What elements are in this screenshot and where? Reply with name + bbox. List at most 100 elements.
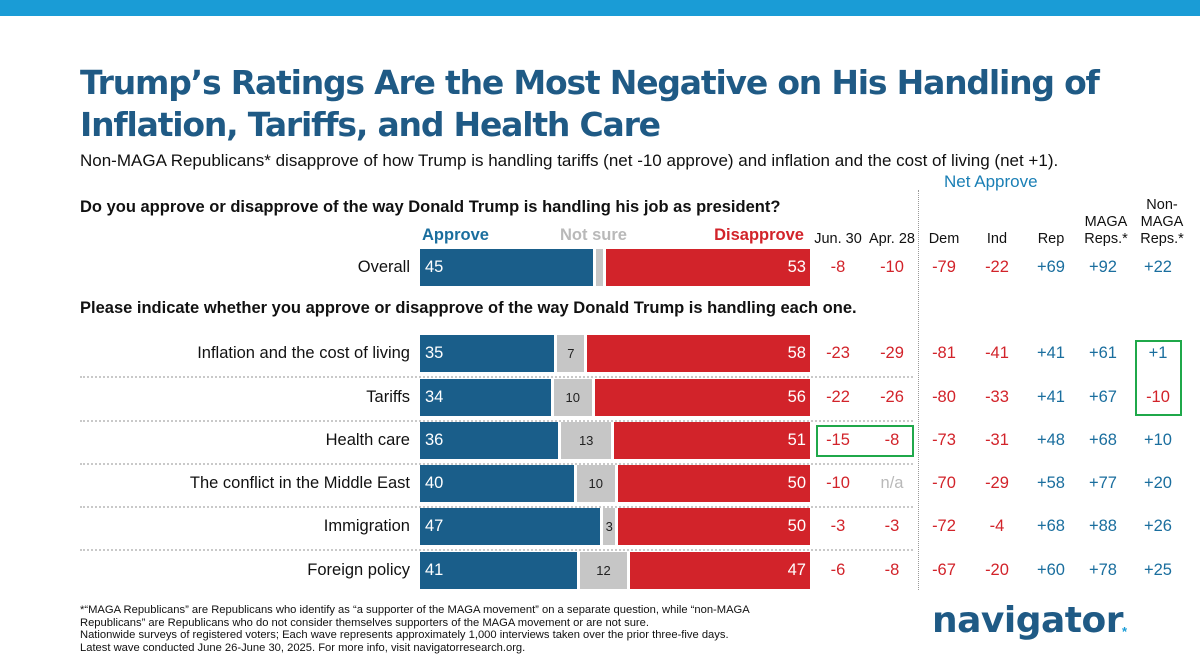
bar-disapprove-health-care: 51 — [614, 422, 810, 459]
footnote-line: *“MAGA Republicans” are Republicans who … — [80, 604, 750, 616]
footnote-line: Republicans” are Republicans who do not … — [80, 616, 649, 629]
net-value-ind-the-conflict-in-the-middle-east: -29 — [985, 474, 1009, 492]
net-value-dem-foreign-policy: -67 — [932, 561, 956, 579]
bar-not-sure-immigration: 3 — [603, 508, 615, 545]
row-label-overall: Overall — [357, 258, 410, 276]
net-value-apr28-the-conflict-in-the-middle-east: n/a — [880, 474, 904, 492]
col-header-ind: Ind — [986, 231, 1008, 247]
row-separator — [80, 506, 913, 508]
net-value-nonmaga-health-care: +10 — [1144, 431, 1172, 449]
net-value-rep-immigration: +68 — [1037, 517, 1065, 535]
row-label-foreign-policy: Foreign policy — [307, 561, 410, 579]
net-value-dem-inflation-and-the-cost-of-living: -81 — [932, 344, 956, 362]
net-value-jun30-overall: -8 — [830, 258, 846, 276]
bar-approve-inflation-and-the-cost-of-living: 35 — [420, 335, 555, 372]
question-overall: Do you approve or disapprove of the way … — [80, 198, 781, 216]
net-value-dem-immigration: -72 — [932, 517, 956, 535]
net-value-rep-tariffs: +41 — [1037, 388, 1065, 406]
page-title: Trump’s Ratings Are the Most Negative on… — [80, 63, 1100, 144]
header-accent-bar — [0, 0, 1200, 16]
col-header-jun30: Jun. 30 — [814, 231, 862, 247]
net-value-nonmaga-inflation-and-the-cost-of-living: +1 — [1148, 344, 1168, 362]
net-value-rep-health-care: +48 — [1037, 431, 1065, 449]
net-approve-header: Net Approve — [944, 172, 1038, 191]
net-value-ind-inflation-and-the-cost-of-living: -41 — [985, 344, 1009, 362]
net-value-jun30-immigration: -3 — [830, 517, 846, 535]
net-value-dem-tariffs: -80 — [932, 388, 956, 406]
bar-approve-immigration: 47 — [420, 508, 601, 545]
net-value-rep-overall: +69 — [1037, 258, 1065, 276]
row-separator — [80, 549, 913, 551]
net-value-ind-health-care: -31 — [985, 431, 1009, 449]
net-value-maga-inflation-and-the-cost-of-living: +61 — [1089, 344, 1117, 362]
bar-approve-overall: 45 — [420, 249, 593, 286]
net-value-ind-immigration: -4 — [989, 517, 1005, 535]
bar-approve-the-conflict-in-the-middle-east: 40 — [420, 465, 574, 502]
question-issues: Please indicate whether you approve or d… — [80, 299, 857, 317]
net-value-maga-the-conflict-in-the-middle-east: +77 — [1089, 474, 1117, 492]
subtitle: Non-MAGA Republicans* disapprove of how … — [80, 151, 1059, 170]
row-label-the-conflict-in-the-middle-east: The conflict in the Middle East — [189, 474, 410, 492]
net-value-maga-foreign-policy: +78 — [1089, 561, 1117, 579]
highlight-nonmaga — [1135, 340, 1182, 416]
net-value-apr28-overall: -10 — [880, 258, 904, 276]
bar-approve-tariffs: 34 — [420, 379, 551, 416]
row-separator — [80, 420, 913, 422]
net-value-maga-overall: +92 — [1089, 258, 1117, 276]
col-header-rep: Rep — [1037, 231, 1065, 247]
bar-disapprove-inflation-and-the-cost-of-living: 58 — [587, 335, 810, 372]
net-value-jun30-foreign-policy: -6 — [830, 561, 846, 579]
col-header-dem: Dem — [928, 231, 960, 247]
net-value-dem-the-conflict-in-the-middle-east: -70 — [932, 474, 956, 492]
net-value-nonmaga-overall: +22 — [1144, 258, 1172, 276]
net-value-dem-health-care: -73 — [932, 431, 956, 449]
net-value-apr28-inflation-and-the-cost-of-living: -29 — [880, 344, 904, 362]
net-value-maga-tariffs: +67 — [1089, 388, 1117, 406]
footnotes: *“MAGA Republicans” are Republicans who … — [80, 604, 830, 654]
net-value-dem-overall: -79 — [932, 258, 956, 276]
net-value-apr28-tariffs: -26 — [880, 388, 904, 406]
row-separator — [80, 463, 913, 465]
net-value-rep-foreign-policy: +60 — [1037, 561, 1065, 579]
bar-not-sure-overall — [595, 249, 604, 286]
net-value-rep-the-conflict-in-the-middle-east: +58 — [1037, 474, 1065, 492]
net-value-apr28-immigration: -3 — [884, 517, 900, 535]
net-value-rep-inflation-and-the-cost-of-living: +41 — [1037, 344, 1065, 362]
highlight-health-care-trend — [816, 425, 914, 457]
bar-not-sure-health-care: 13 — [561, 422, 612, 459]
net-value-jun30-the-conflict-in-the-middle-east: -10 — [826, 474, 850, 492]
col-header-apr28: Apr. 28 — [869, 231, 915, 247]
legend-not-sure: Not sure — [560, 226, 627, 244]
net-value-nonmaga-the-conflict-in-the-middle-east: +20 — [1144, 474, 1172, 492]
bar-not-sure-inflation-and-the-cost-of-living: 7 — [557, 335, 585, 372]
bar-disapprove-foreign-policy: 47 — [629, 552, 810, 589]
net-value-jun30-tariffs: -22 — [826, 388, 850, 406]
net-value-apr28-foreign-policy: -8 — [884, 561, 900, 579]
bar-approve-health-care: 36 — [420, 422, 559, 459]
bar-not-sure-tariffs: 10 — [553, 379, 592, 416]
navigator-logo-mark: * — [1122, 624, 1128, 639]
bar-disapprove-immigration: 50 — [618, 508, 810, 545]
legend-disapprove: Disapprove — [714, 226, 804, 244]
net-value-jun30-health-care: -15 — [826, 431, 850, 449]
bar-not-sure-foreign-policy: 12 — [580, 552, 627, 589]
net-value-nonmaga-tariffs: -10 — [1146, 388, 1170, 406]
net-value-maga-immigration: +88 — [1089, 517, 1117, 535]
col-header-maga: MAGA Reps.* — [1084, 214, 1128, 247]
row-label-tariffs: Tariffs — [366, 388, 410, 406]
net-value-maga-health-care: +68 — [1089, 431, 1117, 449]
row-label-health-care: Health care — [325, 431, 410, 449]
net-value-apr28-health-care: -8 — [884, 431, 900, 449]
row-label-inflation-and-the-cost-of-living: Inflation and the cost of living — [197, 344, 410, 362]
bar-disapprove-the-conflict-in-the-middle-east: 50 — [618, 465, 810, 502]
net-value-jun30-inflation-and-the-cost-of-living: -23 — [826, 344, 850, 362]
footnote-line: Nationwide surveys of registered voters;… — [80, 629, 729, 642]
net-value-ind-foreign-policy: -20 — [985, 561, 1009, 579]
row-label-immigration: Immigration — [323, 517, 410, 535]
navigator-logo: navigator — [932, 600, 1124, 641]
row-separator — [80, 376, 913, 378]
footnote-line: Latest wave conducted June 26-June 30, 2… — [80, 641, 526, 654]
legend-approve: Approve — [422, 226, 489, 244]
bar-approve-foreign-policy: 41 — [420, 552, 578, 589]
net-value-ind-tariffs: -33 — [985, 388, 1009, 406]
